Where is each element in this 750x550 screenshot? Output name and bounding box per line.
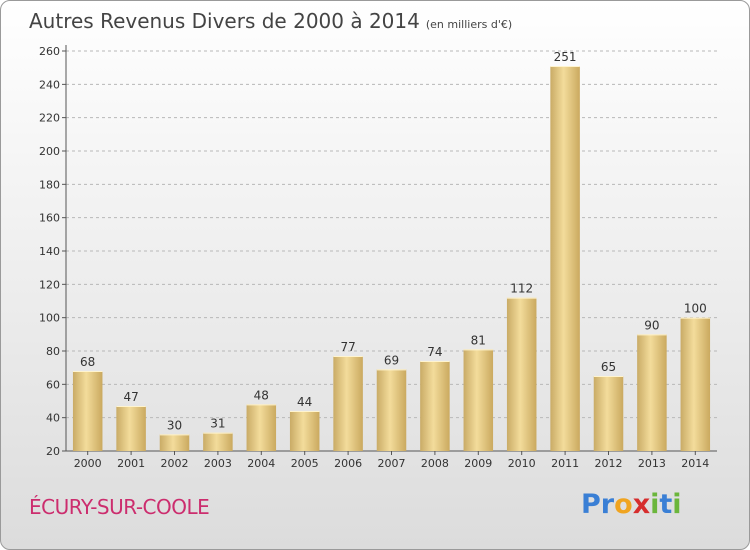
data-label: 68 <box>80 355 95 369</box>
x-tick-label: 2001 <box>117 457 145 470</box>
labels: 20 40 60 80 100 120 140 160 180 200 220 240 260 68 200… <box>39 45 709 470</box>
y-tick-label: 160 <box>39 212 60 225</box>
x-tick-label: 2004 <box>247 457 275 470</box>
data-label: 30 <box>167 418 182 432</box>
data-label: 90 <box>644 318 659 332</box>
data-label: 251 <box>554 50 577 64</box>
bar <box>550 66 580 451</box>
bar <box>637 334 667 451</box>
x-tick-label: 2005 <box>291 457 319 470</box>
title-text: Autres Revenus Divers de 2000 à 2014 <box>29 9 420 33</box>
bar <box>420 361 450 451</box>
logo-letter: x <box>632 489 651 520</box>
bar <box>506 297 537 451</box>
data-label: 44 <box>297 395 312 409</box>
data-label: 81 <box>471 333 486 347</box>
data-label: 77 <box>340 340 355 354</box>
x-tick-label: 2010 <box>508 457 536 470</box>
data-label: 31 <box>210 417 225 431</box>
chart-title: Autres Revenus Divers de 2000 à 2014 (en … <box>29 9 512 33</box>
bar <box>376 369 407 451</box>
bar <box>72 371 103 451</box>
y-tick-label: 20 <box>46 445 60 458</box>
logo-letter: t <box>659 489 673 520</box>
data-label: 74 <box>427 345 442 359</box>
logo-letter: i <box>650 489 660 520</box>
y-tick-label: 240 <box>39 78 60 91</box>
logo-letter: o <box>614 489 633 520</box>
y-tick-label: 40 <box>46 412 60 425</box>
x-tick-label: 2000 <box>74 457 102 470</box>
bar <box>680 317 711 451</box>
title-unit: (en milliers d'€) <box>425 18 513 31</box>
x-tick-label: 2012 <box>595 457 623 470</box>
bar <box>203 432 233 451</box>
commune-name: ÉCURY-SUR-COOLE <box>29 495 210 519</box>
bars <box>72 66 711 451</box>
data-label: 112 <box>510 282 533 296</box>
y-tick-label: 220 <box>39 112 60 125</box>
x-tick-label: 2002 <box>161 457 189 470</box>
x-tick-label: 2011 <box>551 457 579 470</box>
bar <box>116 406 146 451</box>
data-label: 48 <box>254 388 269 402</box>
x-tick-label: 2007 <box>378 457 406 470</box>
y-tick-label: 100 <box>39 312 60 325</box>
y-tick-label: 60 <box>46 378 60 391</box>
x-tick-label: 2009 <box>464 457 492 470</box>
bar <box>246 404 277 451</box>
y-tick-label: 260 <box>39 45 60 58</box>
data-label: 69 <box>384 353 399 367</box>
bar <box>333 356 363 451</box>
logo-letter: i <box>672 489 682 520</box>
logo-letter: P <box>581 489 601 520</box>
y-tick-label: 120 <box>39 278 60 291</box>
x-tick-label: 2008 <box>421 457 449 470</box>
bar <box>593 376 624 451</box>
data-label: 47 <box>123 390 138 404</box>
data-label: 65 <box>601 360 616 374</box>
y-tick-label: 140 <box>39 245 60 258</box>
x-tick-label: 2013 <box>638 457 666 470</box>
y-tick-label: 80 <box>46 345 60 358</box>
logo-letter: r <box>600 489 615 520</box>
x-tick-label: 2003 <box>204 457 232 470</box>
x-tick-label: 2014 <box>681 457 709 470</box>
bar <box>289 411 320 451</box>
data-label: 100 <box>684 302 707 316</box>
y-tick-label: 180 <box>39 178 60 191</box>
proxiti-logo: Proxiti <box>581 489 682 520</box>
x-tick-label: 2006 <box>334 457 362 470</box>
bar <box>159 434 190 451</box>
y-tick-label: 200 <box>39 145 60 158</box>
bar <box>463 349 494 451</box>
